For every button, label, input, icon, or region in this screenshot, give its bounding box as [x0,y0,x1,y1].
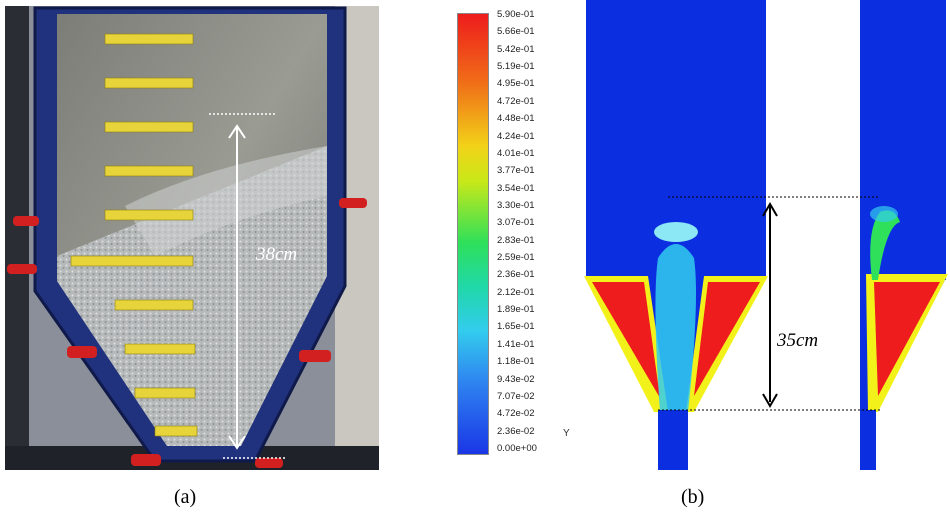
colorbar-tick-label: 4.72e-02 [497,408,535,420]
colorbar-tick-label: 4.72e-01 [497,95,535,107]
colorbar-tick-label: 1.89e-01 [497,304,535,316]
colorbar-tick-label: 4.01e-01 [497,147,535,159]
colorbar-tick-label: 4.95e-01 [497,78,535,90]
colorbar [457,13,489,455]
colorbar-tick-label: 7.07e-02 [497,390,535,402]
red-clamps [7,198,367,468]
caption-a: (a) [174,486,197,508]
colorbar-tick-label: 2.36e-01 [497,269,535,281]
measurement-arrow-a [228,124,246,450]
left-hopper-right-wedge [694,282,760,396]
right-plume [860,210,900,280]
left-hopper-left-wedge [592,282,660,398]
colorbar-tick-label: 2.83e-01 [497,234,535,246]
colorbar-tick-label: 1.65e-01 [497,321,535,333]
measurement-label-b: 35cm [777,330,819,351]
left-bubble [654,222,698,242]
measurement-label-a: 38cm [256,244,298,265]
experiment-photo [5,6,379,470]
colorbar-tick-label: 4.24e-01 [497,130,535,142]
colorbar-tick-label: 9.43e-02 [497,373,535,385]
colorbar-tick-label: 1.18e-01 [497,356,535,368]
right-hopper-wedge [874,282,940,396]
left-outlet [658,410,688,470]
ruler-strips [70,33,198,437]
axis-label-y: Y [563,428,570,439]
right-outlet [860,410,876,470]
photo-left-wall [5,6,29,470]
colorbar-tick-label: 5.42e-01 [497,43,535,55]
colorbar-tick-label: 0.00e+00 [497,443,537,454]
colorbar-tick-label: 3.77e-01 [497,165,535,177]
colorbar-tick-label: 2.59e-01 [497,252,535,264]
granular-bed [57,146,327,446]
caption-b: (b) [681,486,705,508]
colorbar-tick-label: 3.07e-01 [497,217,535,229]
colorbar-ticks: 5.90e-01 5.66e-01 5.42e-01 5.19e-01 4.95e-01… [497,10,555,460]
colorbar-tick-label: 2.36e-02 [497,425,535,437]
simulation-contours [584,0,948,470]
colorbar-tick-label: 4.48e-01 [497,113,535,125]
colorbar-tick-label: 5.66e-01 [497,26,535,38]
left-central-jet [655,244,696,412]
colorbar-tick-label: 3.54e-01 [497,182,535,194]
measurement-arrow-b [762,202,778,408]
colorbar-tick-label: 2.12e-01 [497,286,535,298]
colorbar-tick-label: 5.90e-01 [497,9,535,20]
granular-surface [125,146,327,256]
colorbar-tick-label: 1.41e-01 [497,338,535,350]
colorbar-tick-label: 5.19e-01 [497,61,535,73]
colorbar-tick-label: 3.30e-01 [497,199,535,211]
right-plume-tip [870,206,898,222]
